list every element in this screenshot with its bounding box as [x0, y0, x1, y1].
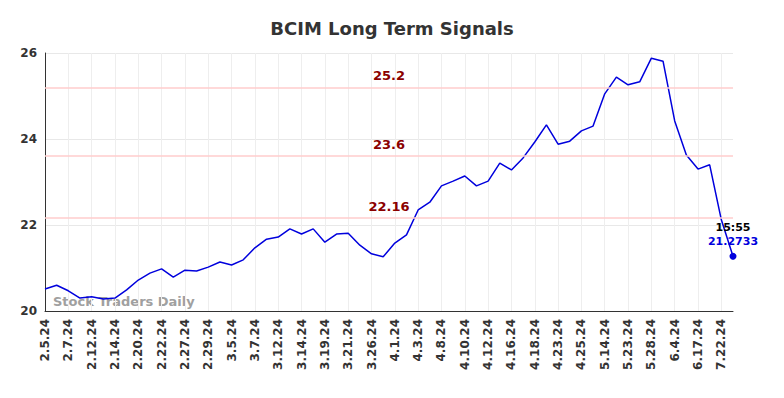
svg-text:22.16: 22.16	[368, 199, 409, 214]
svg-text:4.18.24: 4.18.24	[528, 319, 542, 370]
svg-text:7.22.24: 7.22.24	[714, 319, 728, 370]
svg-text:3.12.24: 3.12.24	[271, 319, 285, 370]
svg-text:4.16.24: 4.16.24	[504, 319, 518, 370]
svg-text:BCIM Long Term Signals: BCIM Long Term Signals	[270, 18, 513, 39]
svg-text:4.23.24: 4.23.24	[551, 319, 565, 370]
svg-text:5.14.24: 5.14.24	[598, 319, 612, 370]
svg-text:3.21.24: 3.21.24	[341, 319, 355, 370]
svg-text:26: 26	[20, 46, 37, 60]
svg-text:2.29.24: 2.29.24	[201, 319, 215, 370]
svg-text:2.5.24: 2.5.24	[38, 319, 52, 362]
svg-text:3.19.24: 3.19.24	[318, 319, 332, 370]
svg-text:24: 24	[20, 132, 37, 146]
svg-text:25.2: 25.2	[373, 68, 405, 83]
svg-text:6.4.24: 6.4.24	[668, 319, 682, 362]
svg-text:3.7.24: 3.7.24	[248, 319, 262, 362]
svg-text:5.28.24: 5.28.24	[644, 319, 658, 370]
svg-text:2.12.24: 2.12.24	[85, 319, 99, 370]
svg-text:2.14.24: 2.14.24	[108, 319, 122, 370]
svg-text:15:55: 15:55	[715, 221, 750, 234]
svg-text:21.2733: 21.2733	[708, 235, 758, 248]
svg-text:4.8.24: 4.8.24	[434, 319, 448, 362]
svg-text:2.7.24: 2.7.24	[61, 319, 75, 362]
svg-text:4.10.24: 4.10.24	[458, 319, 472, 370]
svg-text:4.12.24: 4.12.24	[481, 319, 495, 370]
svg-text:4.25.24: 4.25.24	[574, 319, 588, 370]
svg-text:2.22.24: 2.22.24	[155, 319, 169, 370]
svg-text:3.5.24: 3.5.24	[225, 319, 239, 362]
svg-text:6.17.24: 6.17.24	[691, 319, 705, 370]
svg-text:2.27.24: 2.27.24	[178, 319, 192, 370]
svg-text:4.3.24: 4.3.24	[411, 319, 425, 362]
svg-text:3.14.24: 3.14.24	[295, 319, 309, 370]
svg-text:Stock Traders Daily: Stock Traders Daily	[53, 294, 195, 309]
svg-text:3.26.24: 3.26.24	[365, 319, 379, 370]
svg-text:22: 22	[20, 218, 37, 232]
svg-text:20: 20	[20, 304, 37, 318]
svg-text:2.20.24: 2.20.24	[131, 319, 145, 370]
svg-text:4.1.24: 4.1.24	[388, 319, 402, 362]
svg-text:5.23.24: 5.23.24	[621, 319, 635, 370]
svg-text:23.6: 23.6	[373, 137, 405, 152]
